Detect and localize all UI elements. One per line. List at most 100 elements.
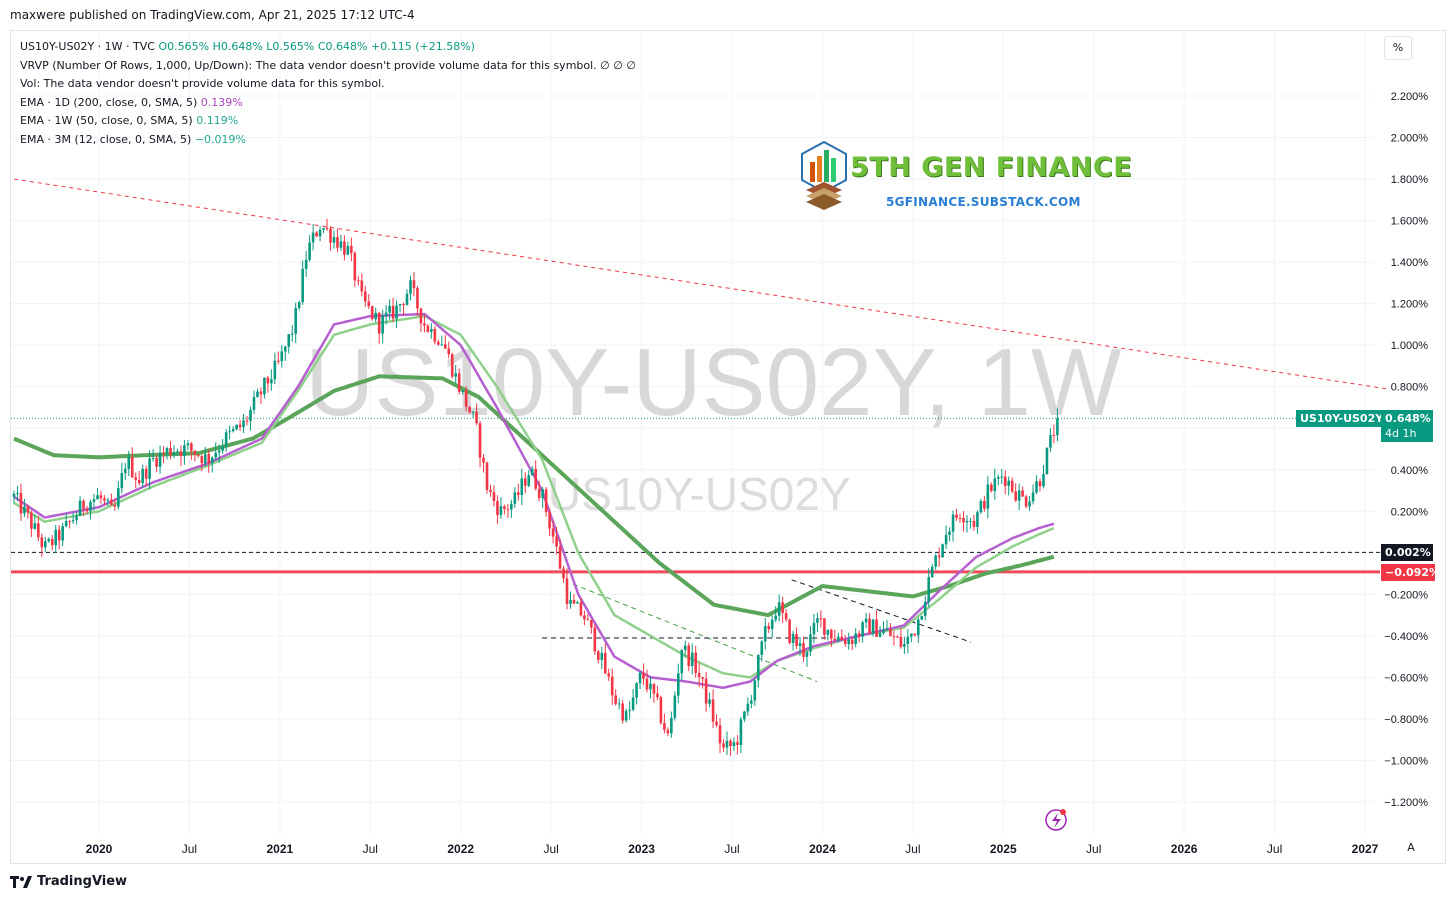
candle-body [739,719,743,745]
legend-ema-1d-label: EMA · 1D (200, close, 0, SMA, 5) [20,95,198,109]
candle [263,377,266,399]
candle-body [530,468,534,476]
candle-body [836,636,840,641]
candle [1010,477,1014,494]
lightning-icon[interactable] [1045,809,1067,831]
x-tick-label: 2020 [86,842,113,856]
candle-body [148,458,151,479]
candle [739,716,743,754]
candle-body [308,242,311,260]
candle [304,250,308,277]
candle-body [763,626,767,642]
candle [809,626,812,656]
candle-body [565,578,569,604]
candle [1024,494,1028,509]
candle [1049,428,1052,453]
candle [659,695,663,725]
candle-body [183,445,186,457]
candle [141,464,144,488]
ema-1d-line [13,312,1055,690]
auto-scale-button[interactable]: A [1407,841,1415,854]
legend-ema-1d[interactable]: EMA · 1D (200, close, 0, SMA, 5) 0.139% [20,94,636,113]
legend-ema-1w[interactable]: EMA · 1W (50, close, 0, SMA, 5) 0.119% [20,112,636,131]
candle-body [513,492,517,504]
candle-body [221,446,224,451]
candle [1031,484,1035,505]
candle [437,339,440,346]
legend-ema-1w-value: 0.119% [196,114,239,127]
footer[interactable]: TradingView [10,874,127,889]
candle [871,618,875,637]
candle-body [214,452,218,458]
candle [151,448,155,462]
candle [847,632,851,650]
legend-close: C0.648% [317,40,368,53]
candle-body [523,478,527,486]
candle [353,251,357,288]
candle-body [437,341,440,345]
candle-body [249,409,252,421]
candle-body [370,306,374,320]
candle [433,326,437,345]
candle [450,352,454,379]
candle [750,695,753,709]
candle [224,429,228,453]
candle-body [756,654,760,681]
candle-body [75,515,78,521]
candle [756,654,760,688]
candle-body [910,633,913,637]
candle-body [704,678,708,704]
candle-body [673,695,677,718]
candle [443,334,447,350]
candle-body [635,683,638,698]
candle-body [746,703,750,712]
candle-body [621,703,624,721]
candle [635,682,638,705]
candle-body [203,454,207,464]
candle-body [711,699,715,722]
candle [520,468,524,506]
candle-body [951,514,955,532]
legend-symbol-line[interactable]: US10Y-US02Y · 1W · TVC O0.565% H0.648% L… [20,38,636,57]
percent-scale-button[interactable]: % [1384,36,1412,60]
candle [513,487,517,508]
candle [937,547,941,567]
legend-vrvp[interactable]: VRVP (Number Of Rows, 1,000, Up/Down): T… [20,58,636,72]
candle [666,727,670,737]
candle-body [680,650,684,674]
candle-body [993,478,997,491]
candle-body [468,406,471,413]
candle-body [433,328,437,342]
candle [743,710,746,723]
legend-vol[interactable]: Vol: The data vendor doesn't provide vol… [20,77,385,90]
y-axis: 2.200% 2.000% 1.800% 1.600% 1.400% 1.200% 1.00… [1384,91,1428,809]
candle-body [527,475,531,486]
candle-body [395,305,398,319]
candle-body [1028,501,1031,507]
legend-ema-3m[interactable]: EMA · 3M (12, close, 0, SMA, 5) −0.019% [20,131,636,150]
candle-body [517,492,520,496]
candle [861,620,864,643]
candle-body [958,517,962,519]
candle-body [583,615,586,620]
candle-body [840,636,844,640]
candle-body [263,377,266,395]
y-tick-label: 0.400% [1391,465,1429,477]
candle [64,513,68,528]
candle [357,276,360,286]
candle-body [259,391,263,395]
candle [19,483,23,521]
candle [360,273,364,297]
candle [339,234,343,252]
candle [231,426,235,433]
candle [683,640,687,658]
brand-title: 5TH GEN FINANCE [850,152,1133,183]
candle-body [165,448,169,454]
candle-body [937,555,941,558]
candle [506,503,510,518]
candle [162,445,165,464]
candle [850,637,854,651]
candle [346,241,350,256]
candle-body [322,228,325,230]
